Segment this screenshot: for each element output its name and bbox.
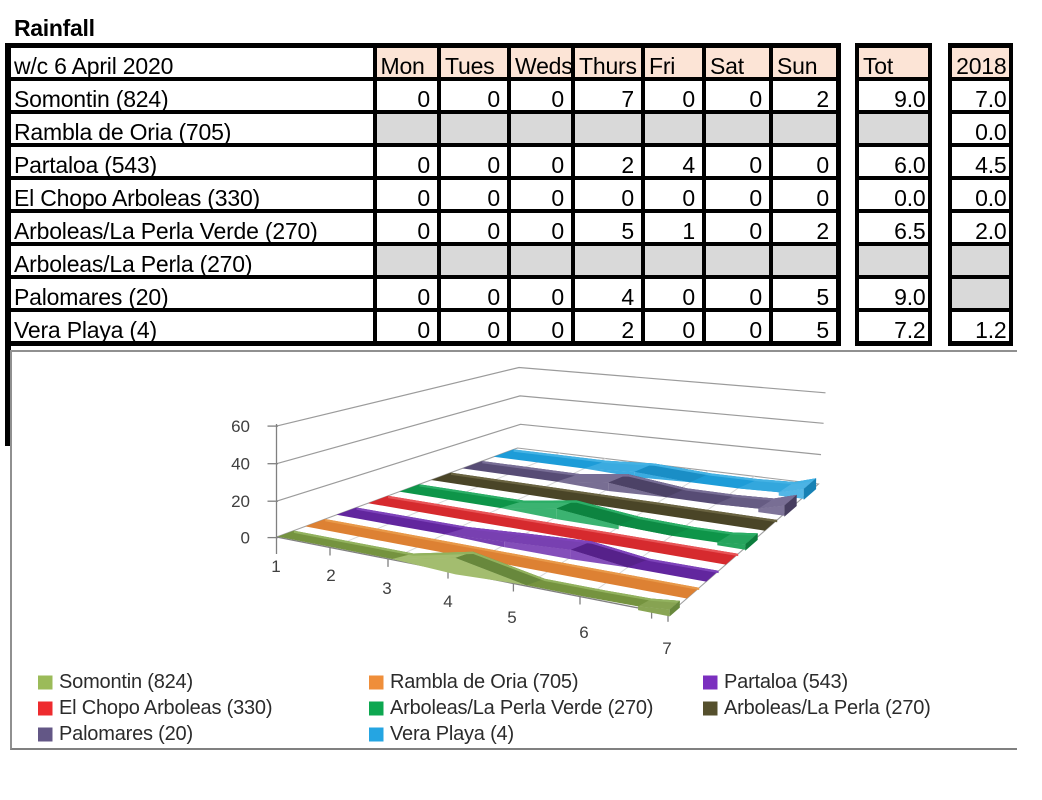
svg-text:5: 5: [507, 608, 516, 627]
svg-text:20: 20: [231, 492, 250, 511]
svg-text:Somontin (824): Somontin (824): [59, 671, 193, 693]
svg-text:7: 7: [662, 639, 671, 658]
svg-text:0: 0: [241, 529, 250, 548]
svg-text:4: 4: [443, 592, 452, 611]
svg-text:Palomares (20): Palomares (20): [59, 723, 193, 745]
svg-text:Partaloa (543): Partaloa (543): [724, 671, 848, 693]
svg-text:Vera Playa (4): Vera Playa (4): [390, 723, 514, 745]
svg-text:6: 6: [579, 623, 588, 642]
svg-text:2: 2: [326, 566, 335, 585]
svg-text:Arboleas/La Perla (270): Arboleas/La Perla (270): [724, 697, 931, 719]
svg-text:Rambla de Oria (705): Rambla de Oria (705): [390, 671, 578, 693]
svg-text:El Chopo Arboleas (330): El Chopo Arboleas (330): [59, 697, 272, 719]
svg-text:60: 60: [231, 417, 250, 436]
svg-text:40: 40: [231, 455, 250, 474]
svg-text:1: 1: [271, 557, 280, 576]
svg-text:3: 3: [382, 579, 391, 598]
svg-text:Arboleas/La Perla Verde (270): Arboleas/La Perla Verde (270): [390, 697, 653, 719]
